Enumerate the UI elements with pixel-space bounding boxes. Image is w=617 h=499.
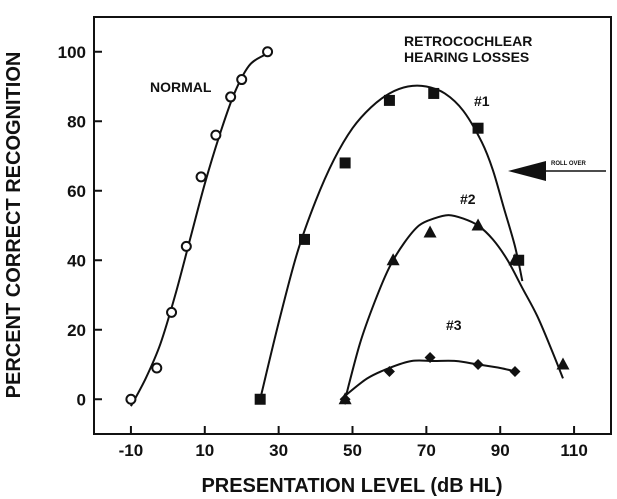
series-4-point xyxy=(383,365,395,377)
y-axis-title: PERCENT CORRECT RECOGNITION xyxy=(3,52,25,399)
y-axis-ticks: 0 20 40 60 80 100 xyxy=(58,43,102,409)
series-2-point xyxy=(383,94,395,106)
series-4-point xyxy=(424,352,436,364)
series-3-point xyxy=(471,218,485,231)
series-2-point xyxy=(298,233,310,245)
series-1-point xyxy=(195,171,207,183)
series-2-point xyxy=(472,122,484,134)
series-1-point xyxy=(262,46,274,58)
series-1-point xyxy=(151,362,163,374)
series-1-curve xyxy=(130,50,272,407)
x-tick-label: 90 xyxy=(491,441,510,460)
label-hearing-losses: HEARING LOSSES xyxy=(404,49,529,65)
series-3-point xyxy=(508,253,522,266)
series-1-point xyxy=(236,74,248,86)
x-tick-label: 70 xyxy=(417,441,436,460)
series-3-curve xyxy=(344,214,564,400)
series-markers xyxy=(125,46,570,405)
series-curves xyxy=(130,50,564,407)
rollover-arrow: ROLL OVER xyxy=(508,161,606,181)
label-series-3: #3 xyxy=(446,317,462,333)
x-tick-label: 110 xyxy=(560,441,587,460)
y-tick-label: 100 xyxy=(58,43,86,62)
rollover-label: ROLL OVER xyxy=(551,161,587,167)
series-3-point xyxy=(386,253,400,266)
label-series-1: #1 xyxy=(474,93,490,109)
series-2-point xyxy=(428,87,440,99)
series-1-point xyxy=(210,129,222,141)
series-2-point xyxy=(339,157,351,169)
label-retrocochlear: RETROCOCHLEAR xyxy=(404,33,532,49)
series-3-point xyxy=(556,357,570,370)
y-tick-label: 40 xyxy=(67,251,86,270)
x-axis-ticks: -10 10 30 50 70 90 110 xyxy=(119,426,588,460)
y-tick-label: 20 xyxy=(67,321,86,340)
series-2-curve xyxy=(259,84,524,400)
y-tick-label: 80 xyxy=(67,112,86,131)
series-1-point xyxy=(225,91,237,103)
series-4-curve xyxy=(344,359,516,397)
x-tick-label: 10 xyxy=(195,441,214,460)
x-axis-title: PRESENTATION LEVEL (dB HL) xyxy=(201,475,502,497)
rollover-arrowhead xyxy=(508,161,546,181)
label-series-2: #2 xyxy=(460,191,476,207)
series-1-point xyxy=(125,393,137,405)
series-4-point xyxy=(509,365,521,377)
label-normal: NORMAL xyxy=(150,79,212,95)
series-2-point xyxy=(254,393,266,405)
x-tick-label: 30 xyxy=(269,441,288,460)
y-tick-label: 0 xyxy=(77,390,86,409)
x-tick-label: -10 xyxy=(119,441,144,460)
series-4-point xyxy=(472,359,484,370)
series-3-point xyxy=(423,225,437,238)
series-4-point xyxy=(339,393,351,405)
y-tick-label: 60 xyxy=(67,182,86,201)
series-1-point xyxy=(180,240,192,252)
x-tick-label: 50 xyxy=(343,441,362,460)
series-1-point xyxy=(166,306,178,318)
